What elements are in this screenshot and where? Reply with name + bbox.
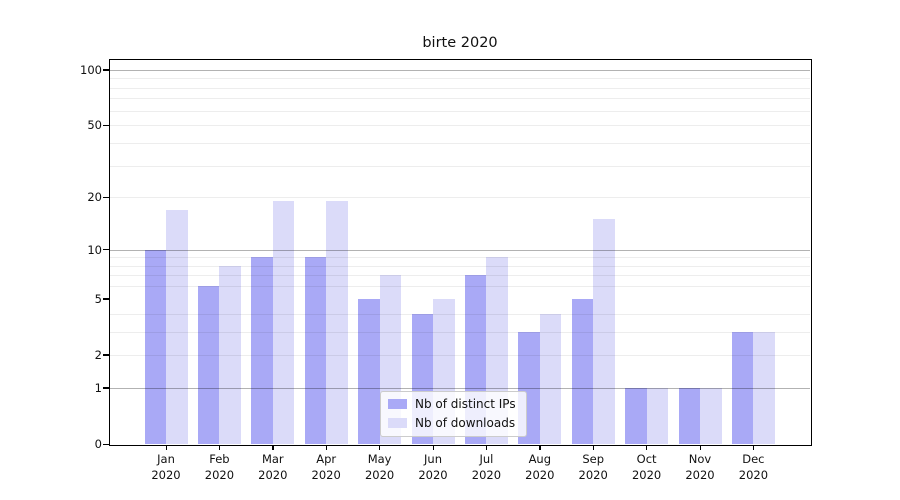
bar-downloads-apr [326, 201, 348, 444]
x-tick-mark-mar [272, 445, 274, 450]
bar-distinct-ips-jan [144, 249, 166, 444]
legend-label-distinct-ips: Nb of distinct IPs [415, 397, 516, 411]
minor-gridline-80 [110, 87, 810, 89]
y-tick-label-0: 0 [94, 437, 102, 451]
minor-gridline-7 [110, 275, 810, 277]
x-tick-mark-nov [699, 445, 701, 450]
bar-downloads-oct [646, 387, 669, 444]
bar-distinct-ips-feb [197, 286, 220, 444]
minor-gridline-9 [110, 257, 810, 259]
y-tick-label-1: 1 [94, 380, 102, 395]
bar-downloads-aug [539, 313, 562, 444]
y-tick-label-5: 5 [94, 291, 102, 306]
x-tick-mark-jan [165, 445, 167, 450]
minor-gridline-60 [110, 110, 810, 112]
bar-distinct-ips-sep [571, 298, 594, 444]
y-tick-label-100: 100 [80, 62, 102, 77]
chart-title: birte 2020 [422, 35, 498, 51]
legend-entry-downloads: Nb of downloads [388, 416, 516, 430]
minor-gridline-50 [110, 125, 810, 127]
x-tick-mark-jul [485, 445, 488, 450]
x-tick-label-jan: Jan 2020 [151, 452, 181, 482]
x-tick-mark-dec [752, 445, 755, 450]
bar-distinct-ips-may [358, 298, 380, 444]
minor-gridline-40 [110, 142, 810, 144]
bar-downloads-nov [700, 387, 722, 444]
bar-downloads-feb [219, 265, 241, 444]
legend-swatch-distinct-ips [388, 399, 407, 409]
legend-entry-distinct-ips: Nb of distinct IPs [388, 397, 516, 411]
bar-distinct-ips-dec [731, 331, 754, 444]
x-tick-mark-oct [646, 445, 648, 450]
x-tick-label-mar: Mar 2020 [258, 452, 288, 482]
minor-gridline-90 [110, 78, 810, 80]
bar-distinct-ips-mar [251, 257, 273, 444]
major-gridline-10 [110, 249, 810, 251]
y-tick-mark-50 [103, 124, 109, 127]
legend: Nb of distinct IPs Nb of downloads [380, 391, 527, 437]
minor-gridline-4 [110, 313, 810, 315]
x-tick-label-sep: Sep 2020 [578, 452, 608, 482]
y-tick-mark-2 [103, 354, 109, 356]
major-gridline-1 [110, 387, 810, 389]
x-tick-label-may: May 2020 [364, 452, 395, 482]
minor-gridline-8 [110, 265, 810, 267]
bar-downloads-jan [166, 209, 188, 444]
bar-distinct-ips-nov [678, 387, 700, 444]
x-tick-label-jun: Jun 2020 [418, 452, 448, 482]
minor-gridline-20 [110, 197, 810, 199]
minor-gridline-2 [110, 354, 810, 356]
x-tick-mark-feb [218, 445, 221, 450]
plot-area: Nb of distinct IPs Nb of downloads [110, 60, 810, 444]
x-tick-mark-may [379, 445, 381, 450]
x-tick-label-aug: Aug 2020 [525, 452, 555, 482]
legend-label-downloads: Nb of downloads [415, 416, 516, 430]
grid-layer [110, 60, 810, 444]
bar-downloads-mar [272, 201, 295, 444]
bar-distinct-ips-apr [304, 257, 327, 444]
x-tick-label-dec: Dec 2020 [738, 452, 769, 482]
x-tick-label-apr: Apr 2020 [311, 452, 341, 482]
bar-downloads-sep [593, 219, 615, 444]
x-tick-label-jul: Jul 2020 [471, 452, 502, 482]
x-tick-label-oct: Oct 2020 [631, 452, 662, 482]
minor-gridline-6 [110, 286, 810, 288]
minor-gridline-3 [110, 331, 810, 333]
y-tick-mark-1 [103, 387, 109, 389]
x-tick-mark-aug [539, 445, 541, 450]
minor-gridline-70 [110, 98, 810, 100]
y-tick-label-10: 10 [87, 242, 102, 257]
x-tick-mark-apr [325, 445, 328, 450]
bar-distinct-ips-oct [625, 387, 647, 444]
minor-gridline-30 [110, 165, 810, 167]
y-tick-mark-5 [103, 298, 109, 300]
x-tick-mark-jun [432, 445, 434, 450]
y-tick-label-50: 50 [87, 118, 102, 133]
y-tick-mark-0 [103, 443, 109, 445]
x-tick-mark-sep [592, 445, 595, 450]
bar-downloads-dec [753, 331, 775, 444]
y-tick-mark-10 [103, 249, 109, 251]
x-tick-label-feb: Feb 2020 [204, 452, 235, 482]
y-tick-mark-100 [103, 69, 109, 71]
x-tick-label-nov: Nov 2020 [685, 452, 715, 482]
y-tick-mark-20 [103, 196, 109, 199]
y-tick-label-20: 20 [87, 190, 102, 205]
legend-swatch-downloads [388, 418, 407, 428]
y-tick-label-2: 2 [94, 347, 102, 362]
major-gridline-100 [110, 69, 810, 71]
